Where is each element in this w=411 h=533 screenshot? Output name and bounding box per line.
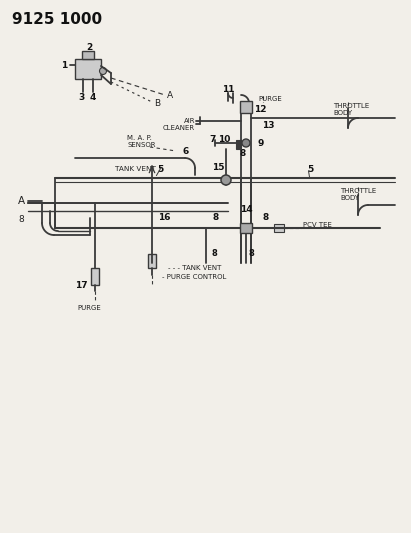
Text: THROTTLE: THROTTLE [340, 188, 376, 194]
Text: 8: 8 [213, 214, 219, 222]
Text: 8: 8 [240, 149, 246, 157]
Text: SENSOR: SENSOR [127, 142, 155, 148]
Text: 2: 2 [86, 43, 92, 52]
Text: AIR: AIR [183, 118, 195, 124]
Bar [75, 59, 101, 79]
Bar [91, 268, 99, 285]
Text: 6: 6 [183, 148, 189, 157]
Text: CLEANER: CLEANER [163, 125, 195, 131]
Text: - - - TANK VENT: - - - TANK VENT [168, 265, 222, 271]
Text: - PURGE CONTROL: - PURGE CONTROL [162, 274, 226, 280]
Circle shape [242, 139, 250, 147]
Text: M. A. P.: M. A. P. [127, 135, 152, 141]
Text: A: A [18, 196, 25, 206]
Text: PURGE: PURGE [77, 305, 101, 311]
Text: A: A [167, 92, 173, 101]
Text: 8: 8 [263, 214, 269, 222]
Text: 8: 8 [248, 248, 254, 257]
Text: 5: 5 [157, 166, 163, 174]
Text: PURGE: PURGE [258, 96, 282, 102]
Circle shape [221, 175, 231, 185]
Text: 3: 3 [78, 93, 84, 101]
Text: 9: 9 [258, 139, 264, 148]
Bar [274, 224, 284, 232]
Text: 7: 7 [210, 135, 216, 144]
Text: BODY: BODY [333, 110, 352, 116]
Text: THROTTLE: THROTTLE [333, 103, 369, 109]
Text: 13: 13 [262, 122, 274, 131]
Text: B: B [154, 99, 160, 108]
Text: 15: 15 [212, 164, 224, 173]
Text: 1: 1 [61, 61, 67, 69]
Text: 4: 4 [90, 93, 96, 101]
Text: 14: 14 [240, 206, 252, 214]
Text: 5: 5 [307, 166, 313, 174]
Bar [148, 254, 156, 268]
Text: 11: 11 [222, 85, 234, 93]
Text: 9125 1000: 9125 1000 [12, 12, 102, 27]
Text: TANK VENT: TANK VENT [115, 166, 156, 172]
Bar [82, 51, 94, 59]
Text: BODY: BODY [340, 195, 359, 201]
Bar [240, 223, 252, 233]
Circle shape [99, 68, 106, 75]
Text: 12: 12 [254, 104, 266, 114]
Text: 10: 10 [218, 135, 230, 144]
Text: PCV TEE: PCV TEE [303, 222, 332, 228]
Text: 8: 8 [18, 215, 24, 224]
Bar [236, 140, 241, 149]
Bar [240, 101, 252, 113]
Text: 16: 16 [158, 213, 170, 222]
Text: 17: 17 [75, 280, 87, 289]
Text: 8: 8 [211, 248, 217, 257]
